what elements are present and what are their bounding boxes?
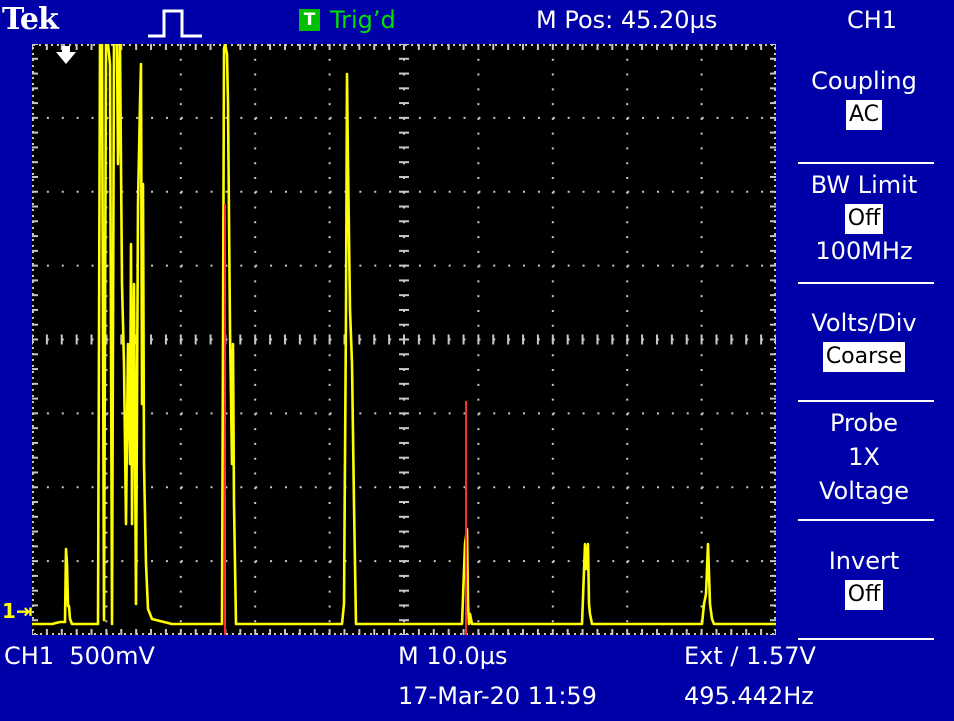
channel-marker: 1⇥ bbox=[2, 599, 33, 623]
invert-value: Off bbox=[844, 580, 884, 610]
date-time-readout: 17-Mar-20 11:59 bbox=[398, 682, 597, 710]
bw-limit-label: BW Limit bbox=[810, 171, 918, 199]
ch1-trace bbox=[32, 44, 776, 626]
down-arrow-icon bbox=[56, 46, 76, 64]
bw-limit-value: Off bbox=[844, 204, 884, 234]
timebase-readout: M 10.0µs bbox=[398, 642, 508, 670]
probe-menu-item[interactable]: Probe 1X Voltage bbox=[794, 406, 934, 508]
trigger-status: Trig’d bbox=[330, 6, 396, 34]
volts-div-menu-item[interactable]: Volts/Div Coarse bbox=[794, 306, 934, 372]
bw-limit-menu-item[interactable]: BW Limit Off 100MHz bbox=[794, 168, 934, 268]
pulse-icon bbox=[148, 9, 202, 38]
waveform-svg bbox=[32, 44, 776, 635]
top-status-bar: Tek T Trig’d M Pos: 45.20µs CH1 bbox=[0, 0, 954, 44]
frequency-readout: 495.442Hz bbox=[684, 682, 814, 710]
probe-type: Voltage bbox=[818, 477, 910, 505]
menu-divider bbox=[798, 638, 934, 640]
probe-label: Probe bbox=[829, 409, 899, 437]
coupling-label: Coupling bbox=[811, 67, 917, 95]
bw-limit-frequency: 100MHz bbox=[815, 237, 913, 265]
trigger-icon: T bbox=[299, 9, 320, 31]
menu-channel-title: CH1 bbox=[846, 6, 898, 34]
coupling-menu-item[interactable]: Coupling AC bbox=[794, 64, 934, 130]
trigger-source-readout: Ext ∕ 1.57V bbox=[684, 642, 816, 670]
volts-div-value: Coarse bbox=[822, 342, 906, 372]
menu-divider bbox=[798, 282, 934, 284]
invert-menu-item[interactable]: Invert Off bbox=[794, 544, 934, 610]
main-position-readout: M Pos: 45.20µs bbox=[536, 6, 718, 34]
probe-attenuation: 1X bbox=[848, 443, 880, 471]
waveform-display bbox=[32, 44, 776, 635]
menu-divider bbox=[798, 519, 934, 521]
menu-divider bbox=[798, 162, 934, 164]
invert-label: Invert bbox=[828, 547, 900, 575]
brand-logo: Tek bbox=[2, 2, 59, 37]
menu-divider bbox=[798, 400, 934, 402]
coupling-value: AC bbox=[845, 100, 883, 130]
volts-div-label: Volts/Div bbox=[811, 309, 917, 337]
graticule bbox=[32, 44, 776, 635]
channel-scale-readout: CH1 500mV bbox=[4, 642, 155, 670]
